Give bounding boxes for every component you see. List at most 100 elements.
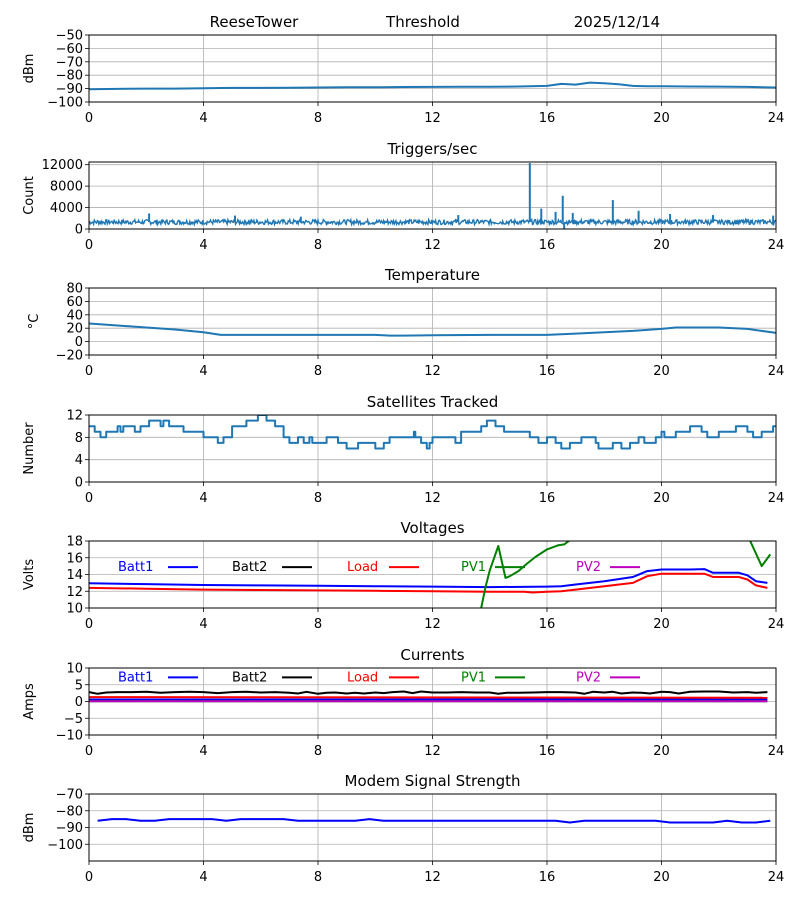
- x-tick-label: 20: [653, 491, 670, 506]
- plot-frame: [88, 161, 777, 230]
- y-tick-label: 12000: [42, 158, 83, 173]
- legend-label-pv2: PV2: [576, 670, 601, 685]
- x-tick-label: 24: [768, 111, 785, 126]
- x-tick-label: 20: [653, 111, 670, 126]
- y-tick-label: −5: [64, 712, 83, 727]
- plot-frame: [88, 793, 777, 862]
- x-tick-label: 16: [539, 617, 556, 632]
- x-tick-label: 4: [199, 491, 207, 506]
- y-tick-label: 14: [66, 568, 83, 583]
- panel-title: Satellites Tracked: [367, 393, 498, 411]
- series-line-load: [89, 696, 768, 699]
- x-tick-label: 24: [768, 491, 785, 506]
- y-tick-label: 0: [75, 335, 83, 350]
- x-tick-label: 24: [768, 364, 785, 379]
- header-station: ReeseTower: [210, 13, 300, 31]
- legend-label-pv2: PV2: [576, 560, 601, 575]
- x-tick-label: 4: [199, 238, 207, 253]
- x-tick-label: 12: [424, 617, 441, 632]
- panel-modem: Modem Signal Strength dBm 0 4 8 12 16 20 24 −70−8…: [22, 772, 784, 885]
- x-tick-label: 24: [768, 238, 785, 253]
- y-tick-label: −90: [56, 82, 83, 97]
- y-tick-label: −90: [56, 821, 83, 836]
- series-line-triggers: [89, 217, 776, 228]
- x-tick-label: 24: [768, 744, 785, 759]
- y-tick-label: 80: [66, 282, 83, 297]
- x-tick-label: 4: [199, 744, 207, 759]
- x-tick-label: 0: [85, 870, 93, 885]
- header-mode: Threshold: [385, 13, 460, 31]
- y-axis-label: Amps: [22, 683, 37, 720]
- y-tick-label: 4000: [50, 201, 83, 216]
- y-tick-label: 10: [66, 602, 83, 617]
- y-tick-label: 60: [66, 295, 83, 310]
- y-tick-label: 5: [75, 678, 83, 693]
- y-tick-label: −50: [56, 29, 83, 44]
- y-axis-label: Number: [22, 422, 37, 475]
- panel-threshold: dBm 0 4 8 12 16 20 24 −50−60−70−80−90−100: [22, 29, 784, 127]
- y-axis-label: Count: [22, 176, 37, 215]
- x-tick-label: 12: [424, 491, 441, 506]
- y-tick-label: −60: [56, 42, 83, 57]
- y-tick-label: 10: [66, 662, 83, 677]
- series-group: [89, 163, 776, 229]
- x-tick-label: 20: [653, 870, 670, 885]
- x-tick-label: 16: [539, 870, 556, 885]
- x-tick-label: 8: [314, 744, 322, 759]
- legend-label-load: Load: [347, 560, 378, 575]
- y-axis-label: dBm: [22, 813, 37, 843]
- y-tick-label: −20: [56, 349, 83, 364]
- series-line-satellites: [89, 415, 776, 450]
- y-axis-label: °C: [27, 314, 42, 330]
- plot-frame: [88, 414, 777, 483]
- y-tick-label: 40: [66, 308, 83, 323]
- legend-label-batt2: Batt2: [232, 670, 267, 685]
- series-group: [89, 415, 776, 450]
- x-tick-label: 12: [424, 364, 441, 379]
- y-axis-label: dBm: [22, 54, 37, 84]
- y-tick-label: 0: [75, 476, 83, 491]
- x-tick-label: 20: [653, 238, 670, 253]
- x-tick-label: 24: [768, 870, 785, 885]
- y-tick-label: −70: [56, 788, 83, 803]
- series-line-batt1: [89, 568, 768, 589]
- y-tick-label: 16: [66, 551, 83, 566]
- y-tick-label: 4: [75, 453, 83, 468]
- y-tick-label: −10: [56, 729, 83, 744]
- x-tick-label: 8: [314, 870, 322, 885]
- x-tick-label: 8: [314, 617, 322, 632]
- series-line-modem: [97, 818, 771, 824]
- x-tick-label: 8: [314, 364, 322, 379]
- legend-label-batt2: Batt2: [232, 560, 267, 575]
- x-tick-label: 12: [424, 744, 441, 759]
- series-line-load: [89, 572, 768, 594]
- x-tick-label: 20: [653, 617, 670, 632]
- series-group: [89, 690, 768, 703]
- series-line-batt2: [89, 690, 768, 695]
- y-axis-label: Volts: [22, 559, 37, 591]
- x-tick-label: 16: [539, 364, 556, 379]
- x-tick-label: 20: [653, 744, 670, 759]
- plot-frame: [88, 667, 777, 736]
- x-tick-label: 8: [314, 238, 322, 253]
- y-tick-label: 20: [66, 322, 83, 337]
- plot-frame: [88, 287, 777, 356]
- legend-label-batt1: Batt1: [118, 670, 153, 685]
- y-tick-label: 12: [66, 409, 83, 424]
- panel-title: Voltages: [400, 519, 464, 537]
- plot-frame: [88, 34, 777, 103]
- panel-title: Triggers/sec: [387, 140, 478, 158]
- y-tick-label: −70: [56, 55, 83, 70]
- panel-title: Modem Signal Strength: [345, 772, 521, 790]
- x-tick-label: 20: [653, 364, 670, 379]
- y-tick-label: 12: [66, 585, 83, 600]
- panel-title: Temperature: [384, 266, 480, 284]
- x-tick-label: 4: [199, 617, 207, 632]
- x-tick-label: 4: [199, 364, 207, 379]
- x-tick-label: 12: [424, 870, 441, 885]
- x-tick-label: 0: [85, 491, 93, 506]
- series-group: [89, 541, 772, 608]
